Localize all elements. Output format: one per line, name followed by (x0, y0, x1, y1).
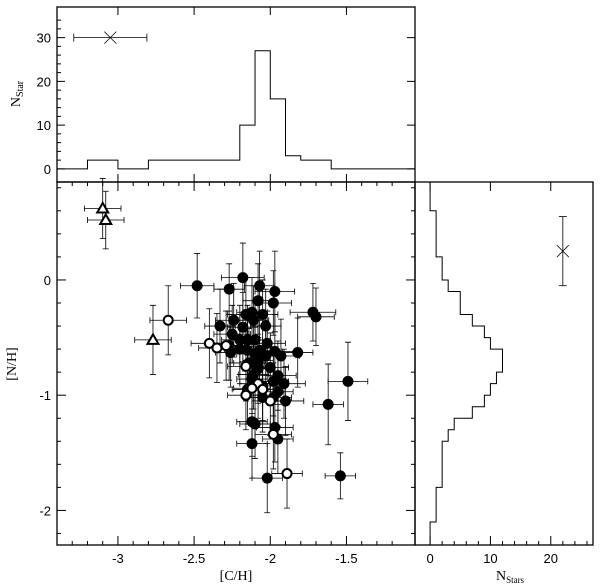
main-x-tick-label: -3 (112, 551, 124, 566)
data-point-open-circle (257, 383, 269, 395)
data-point-filled (260, 320, 272, 332)
main-x-axis-label: [C/H] (220, 569, 253, 584)
data-point-filled (249, 418, 261, 430)
data-point-filled (237, 272, 249, 284)
right-cross-marker (556, 244, 570, 258)
main-y-ticks: -2 -1 0 (39, 187, 415, 534)
data-point-open-triangle (98, 212, 113, 226)
data-point-filled (275, 350, 287, 362)
data-point-filled (240, 309, 252, 321)
main-x-tick-label: -2 (264, 551, 276, 566)
data-point-open-circle (240, 389, 252, 401)
data-point-filled (342, 375, 354, 387)
main-y-tick-label: -2 (39, 503, 51, 518)
main-x-ticks: -3 -2.5 -2 -1.5 (71, 182, 393, 566)
data-point-open-circle (267, 428, 279, 440)
data-point-filled (248, 314, 260, 326)
data-point-open-circle (211, 342, 223, 354)
data-point-filled (223, 283, 235, 295)
right-x-tick-label: 20 (544, 551, 558, 566)
top-histogram-panel: 0 10 20 30 NStar (9, 6, 416, 183)
data-point-filled (267, 375, 279, 387)
data-point-open-circle (162, 314, 174, 326)
main-x-tick-label: -1.5 (335, 551, 357, 566)
right-x-tick-label: 0 (426, 551, 433, 566)
data-point-filled (334, 470, 346, 482)
data-point-filled (269, 285, 281, 297)
data-point-open-triangle (145, 332, 161, 345)
data-point-filled (292, 347, 304, 359)
right-histogram-steps (429, 182, 503, 545)
main-x-tick-label: -2.5 (183, 551, 205, 566)
right-x-tick-label: 10 (483, 551, 497, 566)
data-point-open-circle (264, 395, 276, 407)
top-y-axis-label: NStar (9, 80, 26, 107)
top-y-tick-label: 0 (44, 162, 51, 177)
data-point-open-circle (220, 340, 232, 352)
data-point-filled (322, 398, 334, 410)
data-point-filled (267, 297, 279, 309)
data-point-filled (252, 295, 264, 307)
right-panel-frame (414, 181, 594, 546)
main-data-points (95, 201, 354, 484)
data-point-filled (226, 328, 238, 340)
top-error-cross (73, 31, 148, 44)
data-point-filled (237, 321, 249, 333)
top-histogram-steps (57, 50, 415, 170)
data-point-open-triangle (95, 201, 110, 214)
data-point-filled (310, 311, 322, 323)
data-point-filled (249, 334, 261, 346)
right-histogram-panel: 0 10 20 NStars (414, 181, 594, 585)
main-y-tick-label: -1 (39, 388, 51, 403)
data-point-open-circle (246, 382, 258, 394)
main-panel-frame (56, 181, 416, 546)
main-scatter-panel: -3 -2.5 -2 -1.5 -2 -1 0 [C/H] [N/H] (5, 178, 416, 584)
data-point-filled (214, 320, 226, 332)
top-panel-frame (56, 6, 416, 183)
data-point-open-circle (203, 337, 215, 349)
right-x-axis-label: NStars (496, 569, 525, 585)
data-point-filled (228, 314, 240, 326)
data-point-filled (278, 378, 290, 390)
data-point-filled (191, 280, 203, 292)
data-point-filled (246, 438, 258, 450)
data-point-open-circle (240, 360, 252, 372)
data-point-filled (280, 395, 292, 407)
right-error-cross (556, 216, 570, 287)
main-y-axis-label: [N/H] (5, 347, 20, 380)
data-point-open-circle (281, 468, 293, 480)
data-point-filled (261, 472, 273, 484)
main-y-tick-label: 0 (44, 273, 51, 288)
data-point-filled (257, 309, 269, 321)
data-point-filled (254, 280, 266, 292)
data-point-filled (264, 362, 276, 374)
top-y-ticks: 0 10 20 30 (37, 7, 415, 182)
top-y-tick-label: 30 (37, 31, 51, 46)
top-y-tick-label: 10 (37, 118, 51, 133)
top-y-tick-label: 20 (37, 74, 51, 89)
top-cross-marker (104, 31, 117, 44)
data-point-filled (261, 337, 273, 349)
